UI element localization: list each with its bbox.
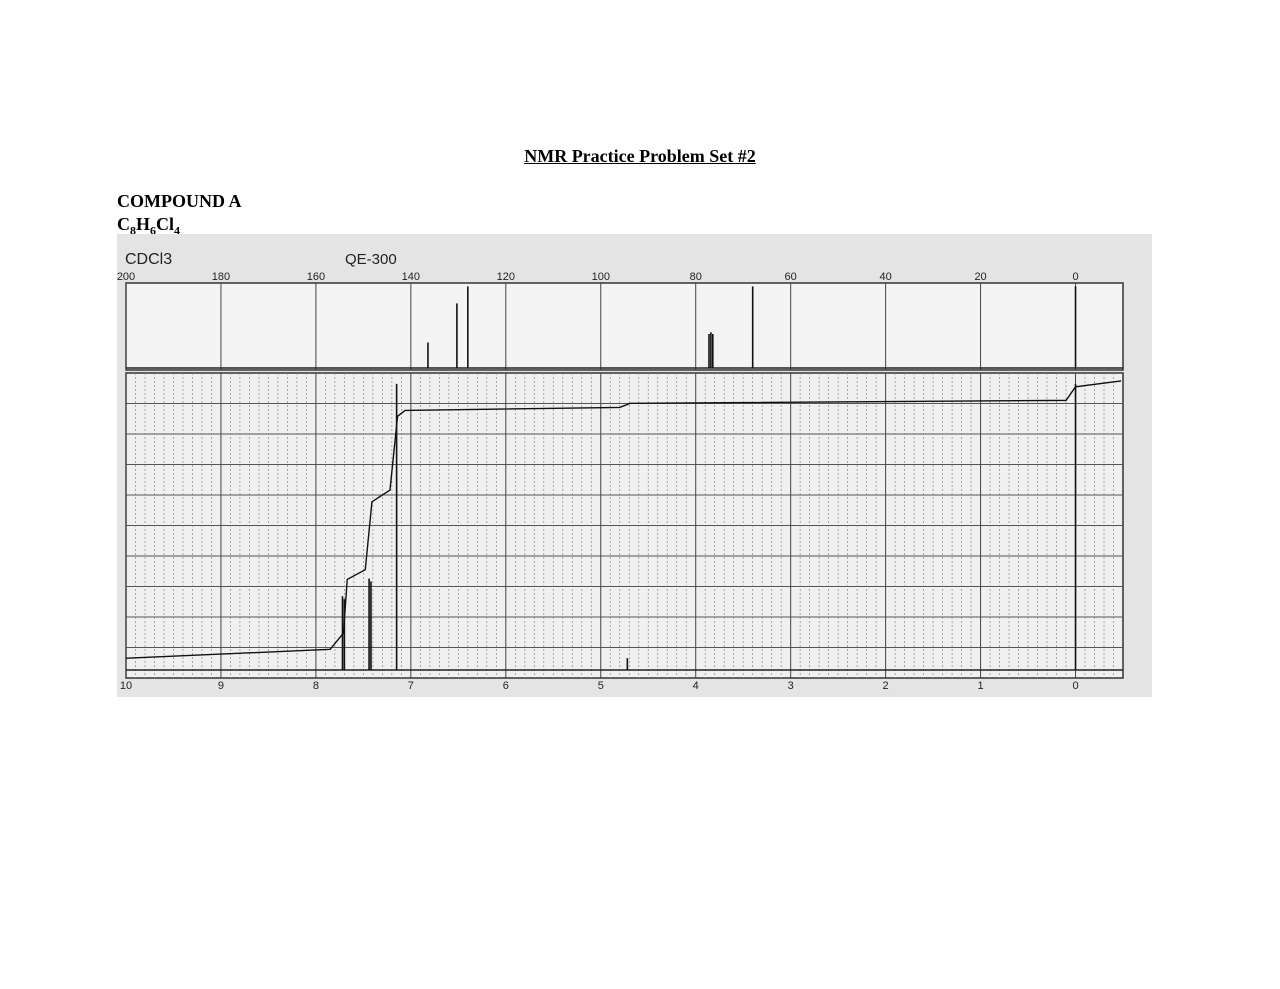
formula-subscript: 4 [174, 223, 181, 238]
instrument: QE-300 [345, 251, 397, 268]
x-tick-label: 180 [212, 271, 230, 283]
x-tick-label: 0 [1072, 271, 1078, 283]
x-tick-label: 120 [497, 271, 515, 283]
x-tick-label: 80 [690, 271, 702, 283]
x-tick-label: 10 [120, 680, 132, 692]
carbon-frame [125, 282, 1124, 371]
x-tick-label: 9 [218, 680, 224, 692]
x-tick-label: 6 [503, 680, 509, 692]
x-tick-label: 20 [974, 271, 986, 283]
x-tick-label: 100 [592, 271, 610, 283]
x-tick-label: 5 [598, 680, 604, 692]
x-tick-label: 140 [402, 271, 420, 283]
x-tick-label: 4 [693, 680, 699, 692]
x-tick-label: 160 [307, 271, 325, 283]
formula-subscript: 8 [130, 223, 136, 238]
formula-element: H [136, 214, 151, 234]
formula: C8H6Cl4 [117, 214, 180, 239]
x-tick-label: 60 [785, 271, 797, 283]
integral-curve [125, 380, 1122, 659]
x-tick-label: 7 [408, 680, 414, 692]
x-tick-label: 3 [788, 680, 794, 692]
x-tick-label: 40 [879, 271, 891, 283]
x-tick-label: 1 [978, 680, 984, 692]
x-tick-label: 2 [883, 680, 889, 692]
compound-name: COMPOUND A [117, 191, 242, 211]
formula-element: Cl [156, 214, 175, 234]
x-tick-label: 8 [313, 680, 319, 692]
x-tick-label: 200 [117, 271, 135, 283]
formula-subscript: 6 [150, 223, 157, 238]
title: NMR Practice Problem Set #2 [524, 146, 756, 166]
formula-element: C [117, 214, 130, 234]
solvent: CDCl3 [125, 251, 172, 268]
x-tick-label: 0 [1072, 680, 1078, 692]
